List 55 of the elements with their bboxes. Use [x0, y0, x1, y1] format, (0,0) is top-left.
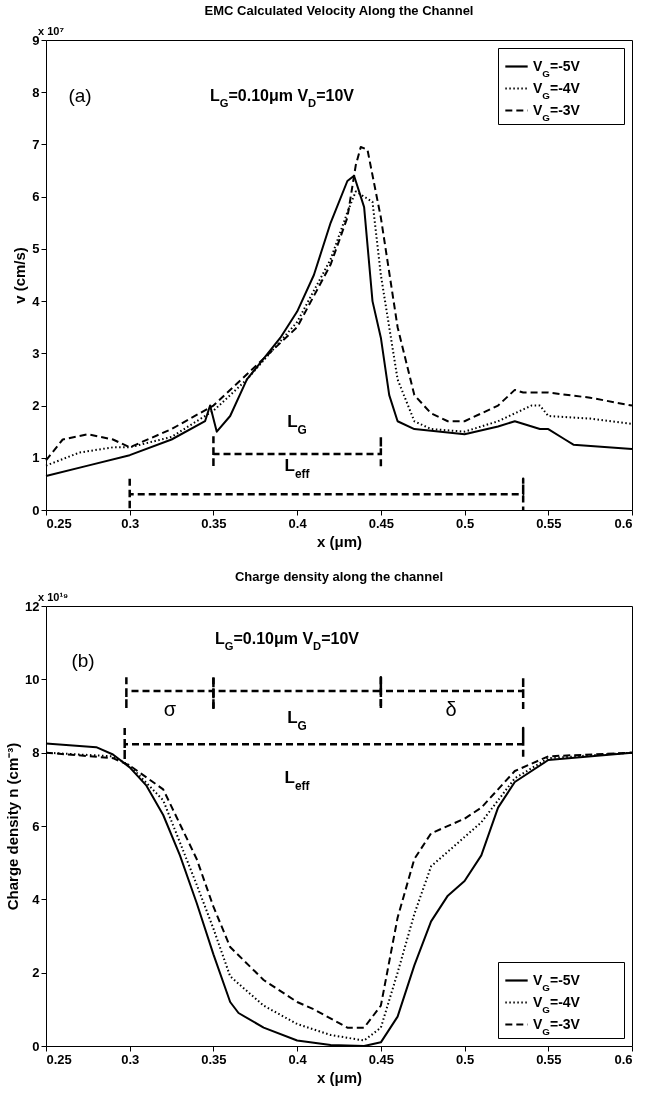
y-tick-label: 2 — [32, 965, 40, 981]
y-tick-label: 0 — [32, 1038, 40, 1054]
legend-label: V$_{G}$=-5V — [533, 971, 581, 992]
y-tick-label: 0 — [32, 502, 40, 518]
x-tick-label: 0.4 — [288, 1051, 308, 1067]
x-tick-label: 0.25 — [46, 515, 72, 531]
y-tick-label: 2 — [32, 398, 40, 414]
x-tick-label: 0.35 — [201, 1051, 227, 1067]
y-tick-label: 1 — [32, 450, 40, 466]
text: x 10⁷ — [38, 25, 65, 37]
x-tick-label: 0.45 — [368, 515, 395, 531]
x-tick-label: 0.35 — [201, 515, 227, 531]
x-tick-label: 0.45 — [368, 1051, 395, 1067]
x-tick-label: 0.25 — [46, 1051, 72, 1067]
chart-title: EMC Calculated Velocity Along the Channel — [204, 3, 474, 18]
annotation: L$_{eff}$ — [284, 456, 310, 481]
y-tick-label: 8 — [32, 84, 40, 100]
legend-label: V$_{G}$=-3V — [533, 1015, 581, 1036]
y-tick-label: 4 — [32, 293, 41, 309]
annotation: (b) — [71, 650, 95, 671]
x-tick-label: 0.55 — [536, 1051, 562, 1067]
x-tick-label: 0.3 — [121, 1051, 140, 1067]
x-tick-label: 0.5 — [456, 515, 475, 531]
annotation: L$_{G}$=0.10μm V$_{D}$=10V — [214, 630, 360, 652]
text: x 10¹⁹ — [38, 591, 69, 603]
y-tick-label: 10 — [25, 671, 40, 687]
x-tick-label: 0.6 — [614, 515, 633, 531]
y-tick-label: 4 — [32, 891, 41, 907]
x-tick-label: 0.5 — [456, 1051, 475, 1067]
y-tick-label: 6 — [32, 818, 40, 834]
chart-title: Charge density along the channel — [234, 569, 444, 584]
annotation: L$_{G}$ — [287, 412, 307, 437]
y-tick-label: 5 — [32, 241, 40, 257]
y-tick-label: 6 — [32, 189, 40, 205]
x-tick-label: 0.55 — [536, 515, 562, 531]
annotation: δ — [445, 698, 457, 720]
legend-label: V$_{G}$=-4V — [533, 79, 581, 100]
annotation: L$_{eff}$ — [284, 768, 310, 793]
x-tick-label: 0.6 — [614, 1051, 633, 1067]
x-tick-label: 0.4 — [288, 515, 308, 531]
legend-label: V$_{G}$=-4V — [533, 993, 581, 1014]
x-axis-title: x (μm) — [316, 532, 363, 550]
y-axis-title: v (cm/s) — [11, 247, 29, 304]
x-tick-label: 0.3 — [121, 515, 140, 531]
legend-label: V$_{G}$=-3V — [533, 101, 581, 122]
y-axis-title: Charge density n (cm⁻³) — [4, 742, 22, 911]
y-tick-label: 7 — [32, 136, 40, 152]
y-tick-label: 8 — [32, 745, 40, 761]
x-axis-title: x (μm) — [316, 1068, 363, 1086]
legend-label: V$_{G}$=-5V — [533, 57, 581, 78]
annotation: (a) — [68, 85, 92, 106]
y-tick-label: 3 — [32, 345, 40, 361]
annotation: σ — [163, 698, 177, 720]
annotation: L$_{G}$=0.10μm V$_{D}$=10V — [209, 87, 355, 109]
annotation: L$_{G}$ — [287, 708, 307, 733]
